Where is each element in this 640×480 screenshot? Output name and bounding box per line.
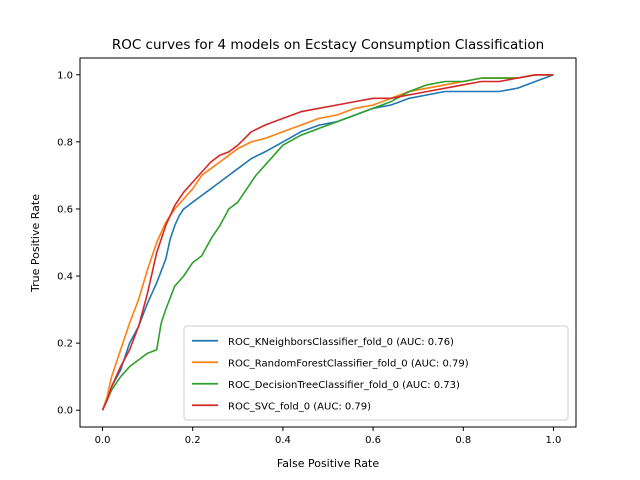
plot-frame bbox=[79, 57, 577, 428]
x-tick-label: 0.8 bbox=[455, 435, 471, 446]
series-line-2 bbox=[101, 74, 554, 411]
y-axis-label: True Positive Rate bbox=[29, 194, 42, 293]
y-tick-label: 0.6 bbox=[57, 204, 73, 215]
plot-area bbox=[101, 74, 554, 411]
legend: ROC_KNeighborsClassifier_fold_0 (AUC: 0.… bbox=[183, 325, 569, 421]
legend-label-1: ROC_RandomForestClassifier_fold_0 (AUC: … bbox=[228, 358, 469, 369]
x-tick-label: 0.0 bbox=[95, 435, 111, 446]
legend-label-0: ROC_KNeighborsClassifier_fold_0 (AUC: 0.… bbox=[228, 337, 454, 348]
x-tick-label: 1.0 bbox=[546, 435, 562, 446]
x-tick-label: 0.6 bbox=[365, 435, 381, 446]
y-tick-label: 0.2 bbox=[57, 339, 73, 350]
y-tick-label: 0.0 bbox=[57, 406, 73, 417]
series-line-1 bbox=[101, 74, 554, 411]
y-tick-label: 1.0 bbox=[57, 70, 73, 81]
x-axis-label: False Positive Rate bbox=[277, 457, 379, 470]
legend-label-2: ROC_DecisionTreeClassifier_fold_0 (AUC: … bbox=[228, 380, 460, 391]
y-tick-label: 0.4 bbox=[57, 272, 73, 283]
x-tick-label: 0.2 bbox=[185, 435, 201, 446]
axis-ticks: 0.0 0.2 0.4 0.6 0.8 1.0 0.0 0.2 0.4 0.6 0.8 1.0 bbox=[57, 70, 561, 446]
series-line-3 bbox=[101, 74, 554, 411]
legend-box bbox=[183, 325, 569, 421]
legend-label-3: ROC_SVC_fold_0 (AUC: 0.79) bbox=[228, 401, 371, 412]
chart-title: ROC curves for 4 models on Ecstacy Consu… bbox=[112, 37, 544, 53]
x-tick-label: 0.4 bbox=[275, 435, 291, 446]
series-line-0 bbox=[101, 74, 554, 411]
y-tick-label: 0.8 bbox=[57, 137, 73, 148]
